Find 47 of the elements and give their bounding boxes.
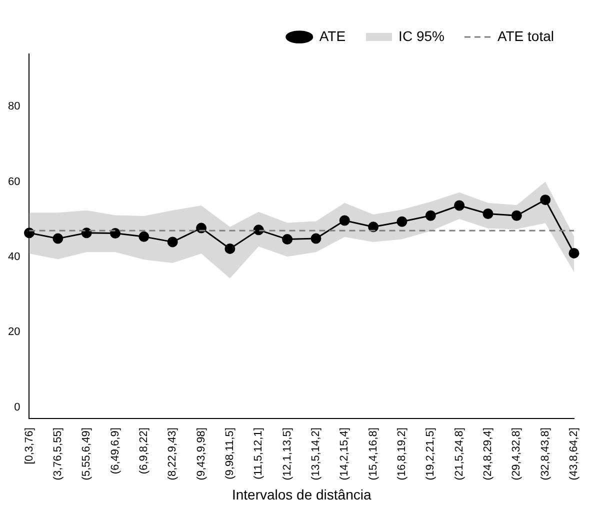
point [454,200,465,211]
point [368,222,379,232]
x-tick-label: (21,5,24,8] [453,428,466,480]
x-tick-label: (8,22,9,43] [166,428,179,480]
x-tick-label: (6,9,8,22] [138,428,150,474]
point [224,243,236,254]
x-tick-label: (6,49,6,9] [109,428,122,474]
point [540,194,551,206]
y-tick-label: 20 [8,326,20,338]
point [568,248,580,258]
point [339,215,350,226]
y-tick-label: 60 [8,176,20,188]
text: IC 95% [398,28,444,44]
x-tick-label: (13,5,14,2] [310,428,322,480]
point [167,236,178,248]
point [52,233,64,244]
x-tick-label: (29,4,32,8] [510,428,523,480]
point [24,228,34,238]
x-tick-label: (11,5,12,1] [252,428,265,480]
x-tick-label: (9,43,9,98] [195,428,208,480]
y-tick-label: 0 [14,401,20,414]
legend-label: ATE total [497,28,554,44]
x-tick-label: (16,8,19,2] [396,428,408,480]
x-tick-label: (32,8,43,8] [539,428,552,480]
x-tick-label: (5,55,6,49] [80,428,93,480]
x-tick-label: (3,76,5,55] [52,428,64,480]
point [396,216,408,227]
x-axis-title: Intervalos de distância [232,486,372,502]
legend-label: ATE [319,28,346,44]
point [310,233,322,244]
point [425,210,436,221]
x-tick-label: (9,98,11,5] [224,428,236,480]
x-tick-label: (24,8,29,4] [482,428,494,480]
x-tick-label: (14,2,15,4] [338,428,351,480]
y-tick-label: 80 [8,100,20,113]
y-tick-label: 40 [8,251,20,264]
x-tick-label: [0,3,76] [23,428,36,464]
x-tick-label: (43,8,64,2] [568,428,580,480]
point [110,228,120,239]
x-tick-label: (15,4,16,8] [367,428,380,480]
point [482,208,494,219]
point [81,228,92,238]
x-tick-label: (19,2,21,5] [424,428,437,480]
point [138,231,150,242]
point [282,234,293,245]
x-tick-label: (12,1,13,5] [281,428,294,480]
point [511,210,522,221]
